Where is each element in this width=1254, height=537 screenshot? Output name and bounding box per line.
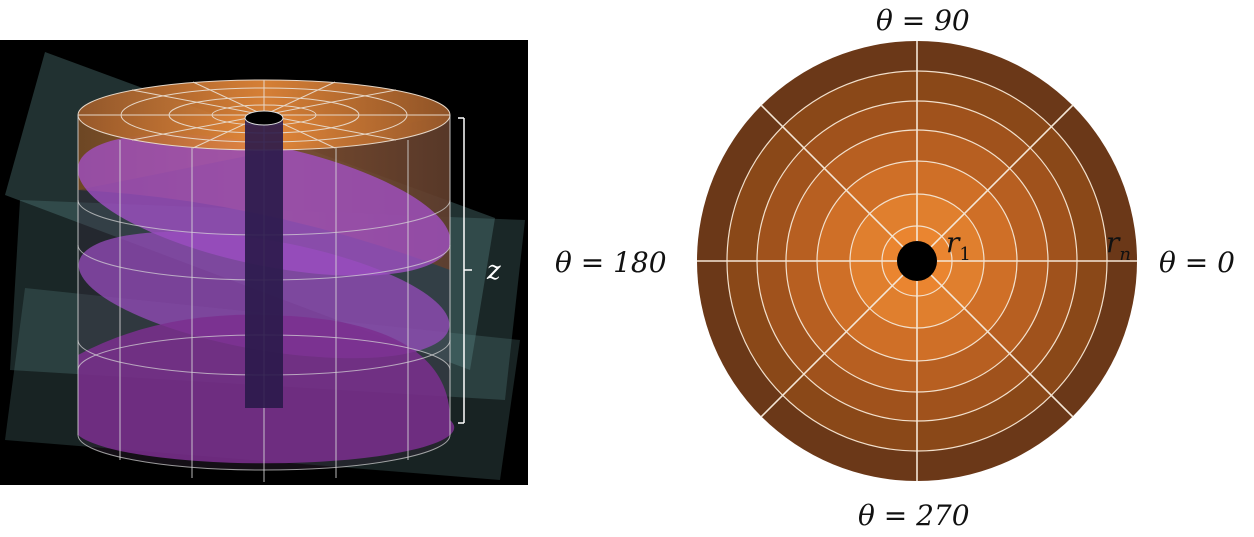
polar-cross-section: θ = 90 θ = 180 θ = 0 θ = 270 r1 rn: [540, 0, 1254, 537]
z-axis-label: z: [486, 256, 501, 286]
r1-label: r1: [946, 226, 971, 265]
cylinder-3d-diagram: z: [0, 40, 528, 485]
rn-label: rn: [1106, 226, 1131, 265]
theta-90-label: θ = 90: [876, 4, 970, 37]
central-core: [245, 118, 283, 408]
side-grid: [77, 115, 451, 482]
z-bracket: [458, 117, 472, 424]
theta-180-label: θ = 180: [555, 246, 667, 279]
theta-0-label: θ = 0: [1159, 246, 1235, 279]
theta-270-label: θ = 270: [858, 499, 970, 532]
center-hole: [897, 241, 937, 281]
core-top-hole: [244, 110, 284, 126]
